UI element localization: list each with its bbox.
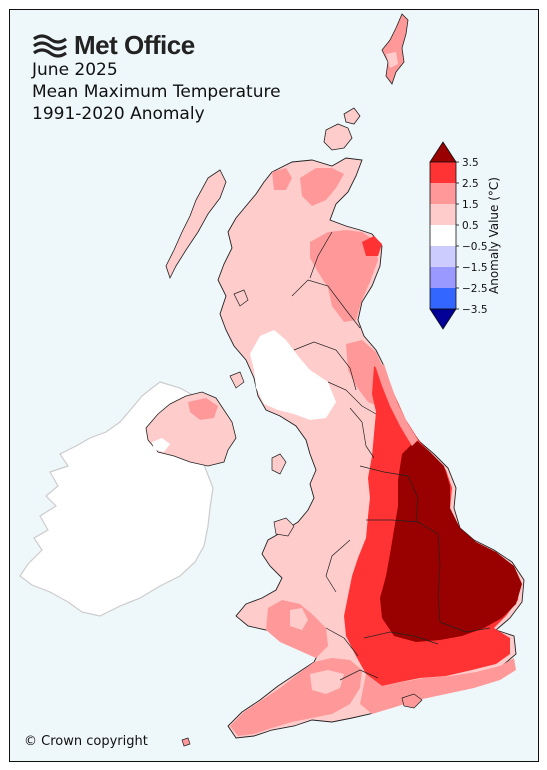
colorbar-bin [430,204,456,225]
boundary-line [339,669,379,681]
map-frame: 3.5 2.5 1.5 0.5 −0.5 −1.5 −2.5 −3.5 Anomaly Valu… [9,9,539,762]
orkney-islands [323,123,353,151]
brand-name: Met Office [74,30,195,60]
region-boundaries [291,231,491,681]
boundary-line [437,533,441,623]
title-month: June 2025 [32,60,118,80]
shetland-islands [381,13,409,85]
colorbar-tick-label: 2.5 [462,178,479,190]
caithness-warm-zone [300,168,344,206]
colorbar-bin [430,288,456,309]
boundary-line [327,381,377,415]
scotland-neutral-zone [250,330,336,420]
aberdeenshire-warm-zone [310,230,378,322]
orkney-islands-2 [343,107,361,125]
title-variable: Mean Maximum Temperature [32,82,281,102]
ni-warm-spot [188,398,218,420]
boundary-line [439,621,491,633]
boundary-line [309,231,333,279]
colorbar-tick-label: 1.5 [462,199,479,211]
east-coast-fringe [376,364,418,446]
colorbar-outline [429,161,457,310]
colorbar-bin [430,267,456,288]
wales-neutral-spot [290,608,308,630]
outer-hebrides [165,169,227,280]
boundary-line [325,539,351,593]
boundary-line [349,407,375,459]
anomaly-map: 3.5 2.5 1.5 0.5 −0.5 −1.5 −2.5 −3.5 Anomaly Valu… [10,10,538,761]
brand-logo: Met Office [32,30,195,61]
colorbar-tick-label: −0.5 [462,241,488,253]
wales-mid-zone [266,600,328,658]
buchan-hot-spot [362,236,382,256]
exmoor-pale-zone [310,670,344,694]
south-coast-fringe [360,658,516,714]
northwest-warm-zone [272,168,292,190]
colorbar-bin [430,183,456,204]
met-office-wave-icon [33,33,67,58]
colorbar-title: Anomaly Value (°C) [487,177,501,294]
colorbar-tick-label: −1.5 [462,262,488,274]
boundary-line [359,465,419,523]
boundary-line [325,627,359,657]
isle-of-wight [401,693,423,709]
copyright-notice: © Crown copyright [24,734,148,749]
shetland-neutral [386,52,398,68]
colorbar-tick-label: 0.5 [462,220,479,232]
islay [229,371,245,389]
boundary-line [293,341,357,391]
anglesey [273,517,295,537]
boundary-line [363,631,439,645]
boundary-line [366,519,439,535]
boundary-line [291,279,361,329]
colorbar-bin [430,225,456,246]
colorbar-tick-label: −3.5 [462,304,488,316]
colorbar: 3.5 2.5 1.5 0.5 −0.5 −1.5 −2.5 −3.5 Anomaly Valu… [429,141,501,330]
england-hottest-core [380,440,522,642]
scilly-isles [181,737,191,747]
colorbar-bin [430,162,456,183]
title-baseline: 1991-2020 Anomaly [32,104,205,124]
hebrides-inner [233,289,249,307]
ni-neutral-spot [152,438,170,452]
colorbar-tick-label: −2.5 [462,283,488,295]
colorbar-tick-label: 3.5 [462,157,479,169]
isle-of-man [271,453,287,475]
colorbar-bin [430,246,456,267]
